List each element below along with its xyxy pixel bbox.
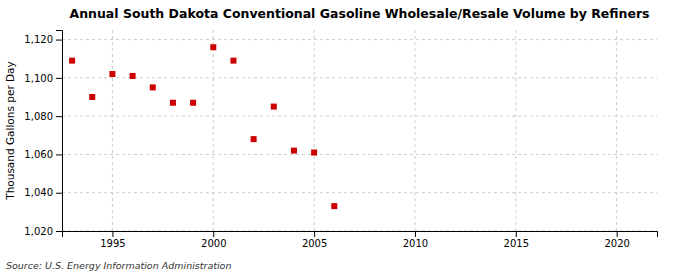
grid-line-y — [62, 192, 657, 193]
point — [130, 73, 136, 79]
tick: 2015 — [504, 231, 529, 249]
tick-mark — [314, 231, 315, 237]
x-axis: 1995 2000 2005 2010 2015 2020 — [63, 231, 658, 249]
point — [331, 203, 337, 209]
tick: 1,060 — [24, 149, 62, 160]
tick: 2020 — [604, 231, 629, 249]
tick: 2005 — [302, 231, 327, 249]
tick: 1,080 — [24, 111, 62, 122]
tick: 1,120 — [24, 34, 62, 45]
grid-line-x — [616, 30, 617, 231]
plot-area: 1995200020052010201520201,0201,0401,0601… — [24, 30, 657, 249]
tick-mark — [56, 231, 62, 232]
tick-label: 1,040 — [24, 187, 53, 198]
tick: 2010 — [403, 231, 428, 249]
grid-line-x — [213, 30, 214, 231]
tick-label: 1,120 — [24, 34, 53, 45]
point — [210, 44, 216, 50]
point — [150, 84, 156, 90]
grid — [62, 30, 657, 231]
tick-label: 2005 — [302, 238, 327, 249]
grid-line-x — [414, 30, 415, 231]
tick: 1,100 — [24, 73, 62, 84]
chart-container: 1995200020052010201520201,0201,0401,0601… — [0, 0, 675, 275]
tick-label: 1,100 — [24, 73, 53, 84]
tick: 1,020 — [24, 226, 62, 237]
axis-line — [56, 31, 63, 232]
point — [69, 58, 75, 64]
tick: 1,040 — [24, 187, 62, 198]
tick-label: 1995 — [100, 238, 125, 249]
tick: 2000 — [201, 231, 226, 249]
grid-line-y — [62, 39, 657, 40]
tick-mark — [56, 116, 62, 117]
tick-label: 2000 — [201, 238, 226, 249]
point — [190, 100, 196, 106]
tick-label: 1,060 — [24, 149, 53, 160]
tick-label: 2010 — [403, 238, 428, 249]
grid-line-y — [62, 116, 657, 117]
point — [230, 58, 236, 64]
tick: 1995 — [100, 231, 125, 249]
tick-mark — [213, 231, 214, 237]
tick-label: 1,080 — [24, 111, 53, 122]
tick-mark — [56, 193, 62, 194]
tick-label: 2020 — [604, 238, 629, 249]
tick-mark — [56, 78, 62, 79]
annotation: Source: U.S. Energy Information Administ… — [6, 260, 231, 271]
chart-svg: 1995200020052010201520201,0201,0401,0601… — [0, 0, 675, 275]
tick-mark — [516, 231, 517, 237]
tick-label: 2015 — [504, 238, 529, 249]
grid-line-y — [62, 77, 657, 78]
point — [89, 94, 95, 100]
tick-mark — [617, 231, 618, 237]
point — [291, 148, 297, 154]
tick-mark — [56, 40, 62, 41]
grid-line-x — [515, 30, 516, 231]
tick-mark — [112, 231, 113, 237]
grid-line-y — [62, 154, 657, 155]
axis-line — [63, 232, 658, 238]
point — [251, 136, 257, 142]
y-axis: 1,020 1,040 1,060 1,080 1,100 1,120 — [24, 31, 62, 237]
tick-mark — [56, 154, 62, 155]
point — [311, 150, 317, 156]
tick-mark — [415, 231, 416, 237]
grid-line-x — [112, 30, 113, 231]
title: Annual South Dakota Conventional Gasolin… — [69, 6, 649, 21]
point — [109, 71, 115, 77]
points — [69, 44, 337, 209]
point — [170, 100, 176, 106]
grid-line-x — [314, 30, 315, 231]
tick-label: 1,020 — [24, 226, 53, 237]
y-axis-label: Thousand Gallons per Day — [4, 61, 16, 201]
point — [271, 104, 277, 110]
